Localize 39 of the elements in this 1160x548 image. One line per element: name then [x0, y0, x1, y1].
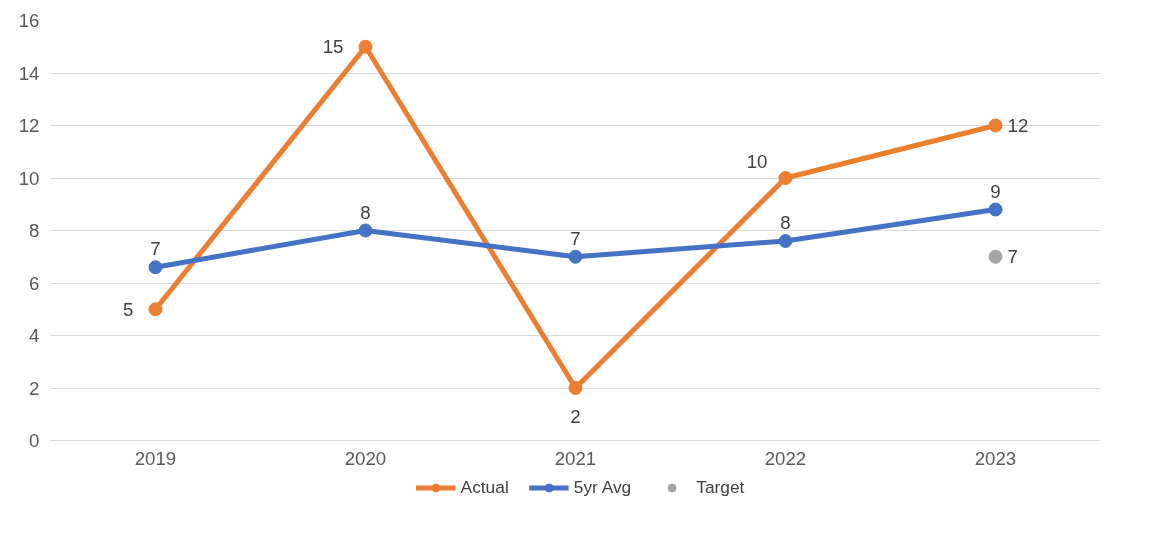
y-tick-label: 6 — [29, 272, 40, 294]
y-tick-label: 8 — [29, 220, 40, 241]
data-label: 12 — [1007, 115, 1029, 136]
data-label: 9 — [990, 180, 1001, 202]
point — [778, 171, 793, 185]
data-label: 8 — [360, 201, 371, 223]
x-tick-label: 2023 — [974, 447, 1017, 469]
data-label: 7 — [570, 227, 581, 249]
data-label: 7 — [150, 238, 161, 260]
data-label: 5 — [123, 298, 134, 320]
y-tick-label: 4 — [29, 325, 40, 346]
x-tick-label: 2021 — [554, 447, 597, 469]
point — [778, 234, 793, 248]
data-label: 7 — [1007, 246, 1018, 268]
y-tick-label: 14 — [18, 62, 40, 84]
x-tick-label: 2019 — [134, 447, 177, 469]
point — [988, 118, 1003, 133]
data-label: 2 — [570, 406, 581, 427]
point — [358, 39, 373, 54]
x-tick-label: 2022 — [764, 447, 807, 469]
y-tick-label: 12 — [18, 115, 40, 136]
point — [988, 202, 1003, 217]
point — [568, 249, 583, 264]
y-tick-label: 0 — [29, 430, 40, 451]
point — [358, 223, 373, 238]
point — [568, 381, 583, 395]
y-tick-label: 2 — [29, 377, 40, 399]
data-label: 15 — [322, 36, 344, 58]
point — [148, 260, 163, 275]
legend-label: 5yr Avg — [573, 476, 632, 498]
y-tick-label: 10 — [18, 167, 40, 189]
point — [988, 249, 1003, 264]
legend-label: Target — [696, 476, 745, 498]
y-tick-label: 16 — [18, 10, 40, 31]
point — [148, 302, 163, 317]
x-tick-label: 2020 — [344, 447, 387, 469]
legend-label: Actual — [460, 476, 509, 498]
data-label: 8 — [780, 212, 791, 233]
data-label: 10 — [746, 151, 768, 172]
